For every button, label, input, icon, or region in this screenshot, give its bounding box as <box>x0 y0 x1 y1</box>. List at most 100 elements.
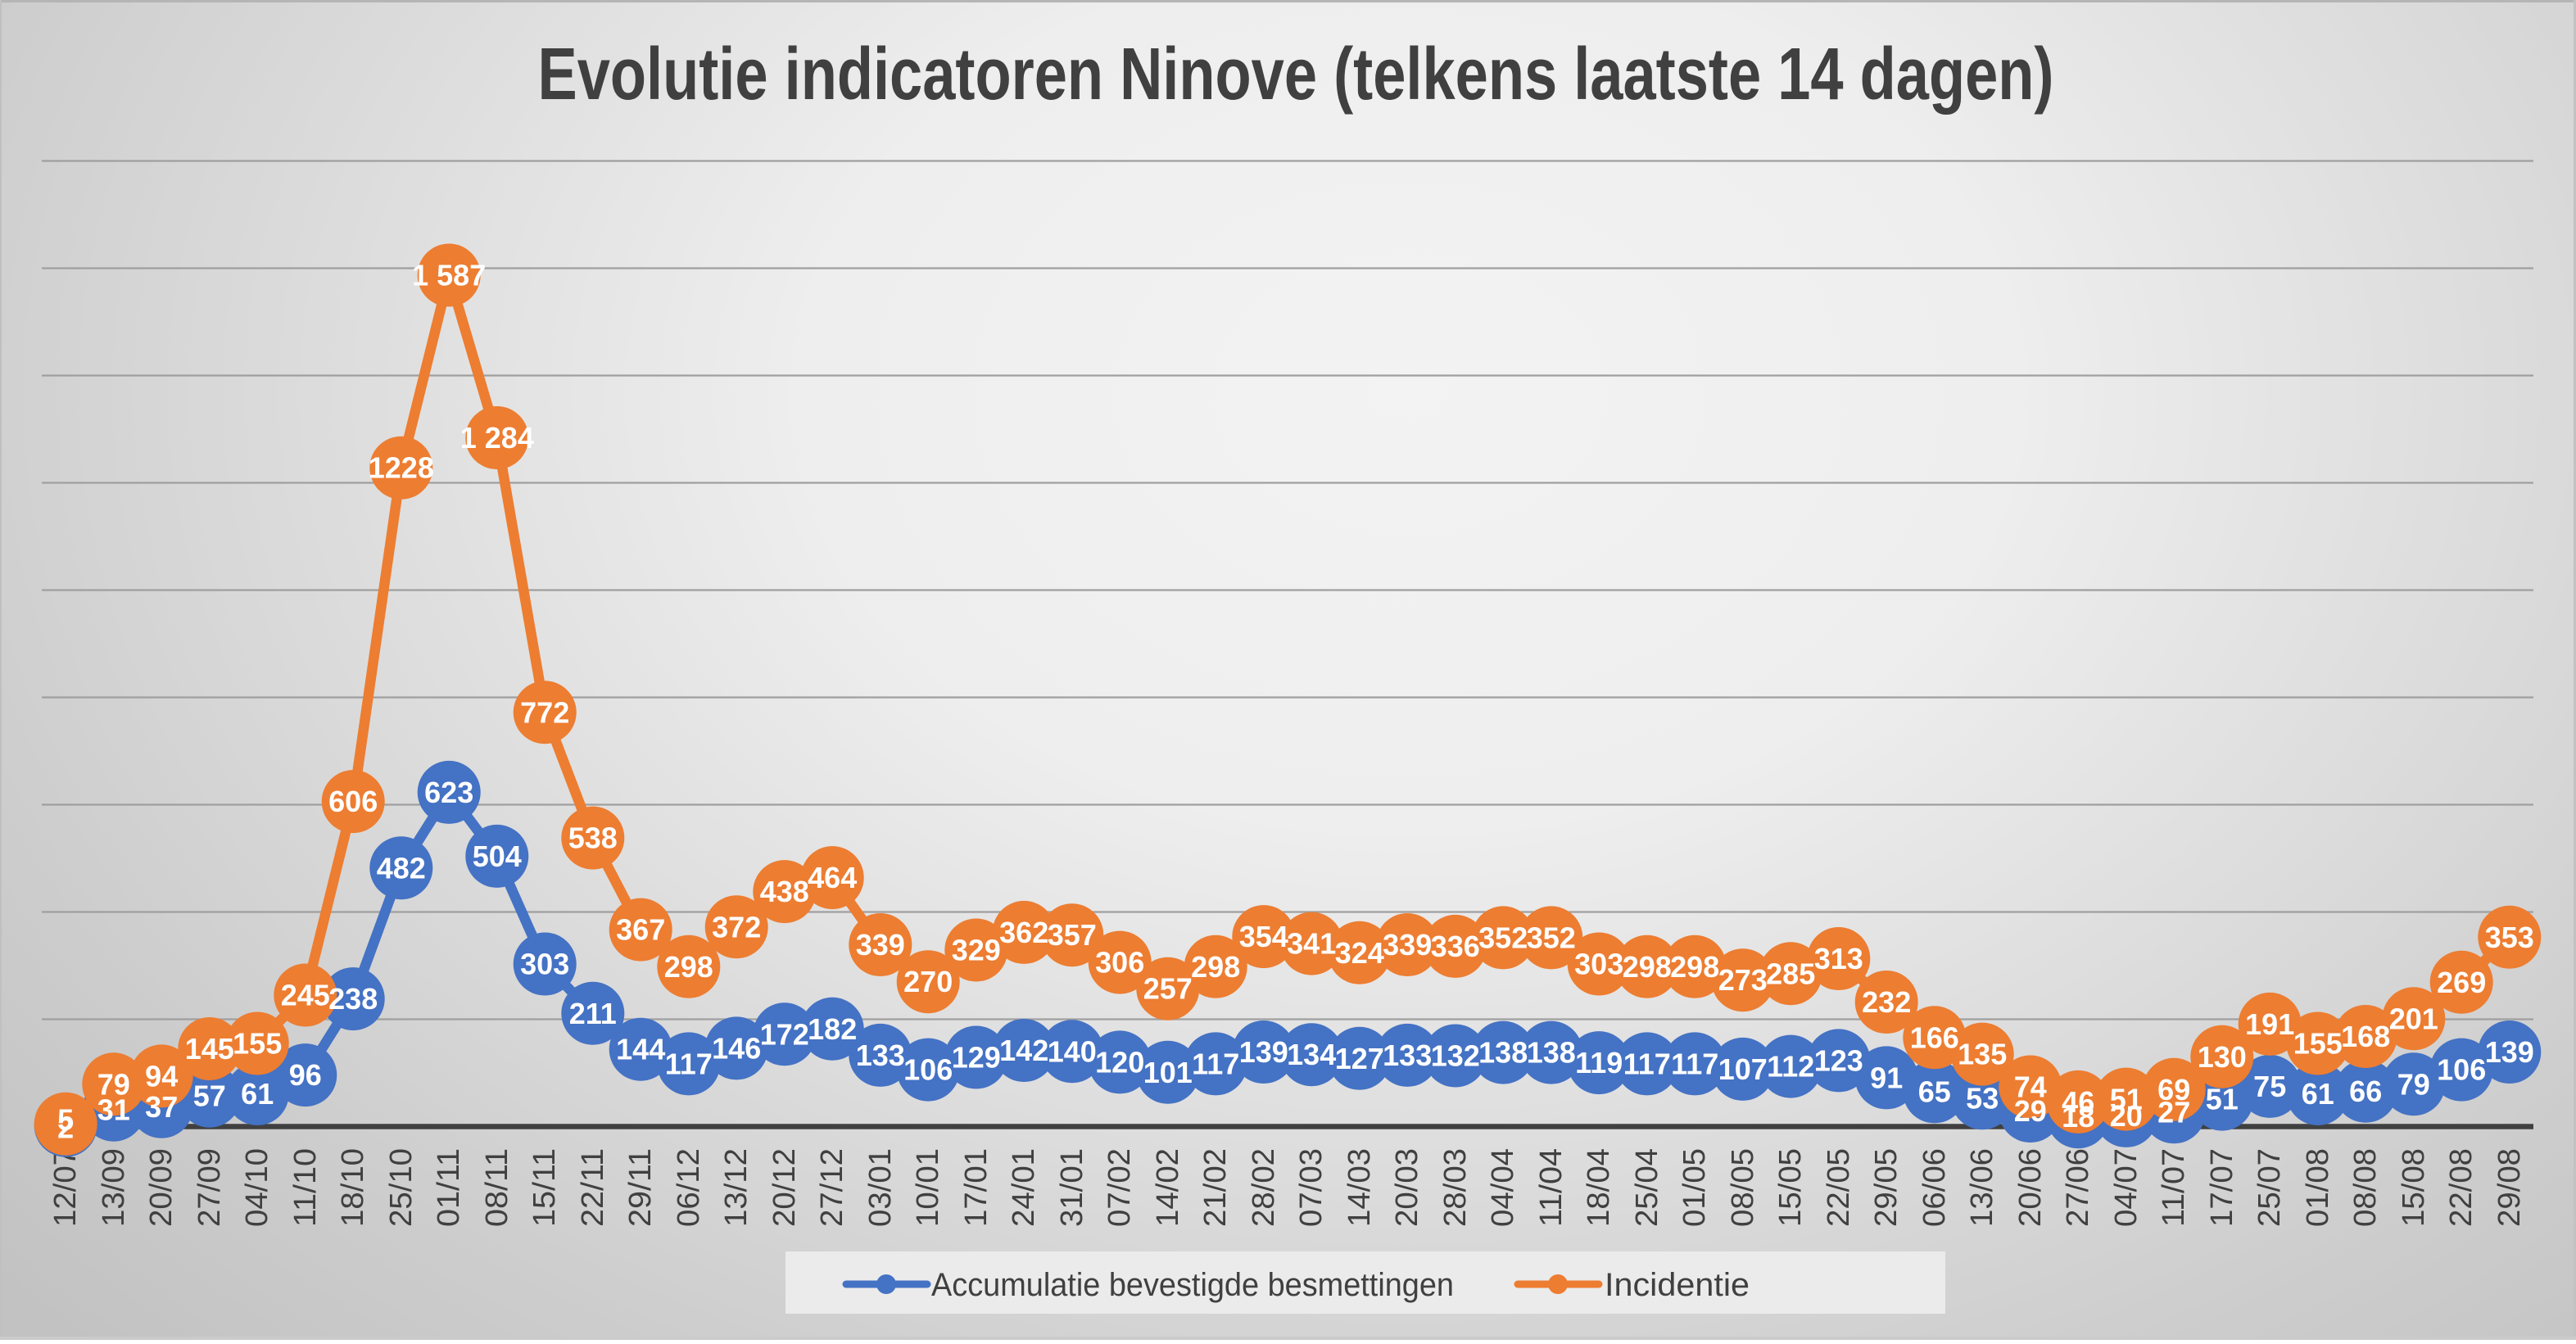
svg-text:20/06: 20/06 <box>2013 1148 2048 1227</box>
svg-text:53: 53 <box>1966 1081 1999 1115</box>
svg-text:01/08: 01/08 <box>2301 1148 2335 1227</box>
svg-text:117: 117 <box>665 1047 713 1080</box>
svg-text:107: 107 <box>1718 1052 1768 1086</box>
svg-text:12/07: 12/07 <box>48 1148 83 1227</box>
svg-text:341: 341 <box>1287 927 1336 961</box>
svg-text:339: 339 <box>1383 928 1432 962</box>
svg-text:61: 61 <box>241 1077 274 1111</box>
svg-text:182: 182 <box>808 1012 857 1046</box>
svg-text:1 587: 1 587 <box>412 259 486 292</box>
svg-text:352: 352 <box>1527 921 1576 954</box>
svg-text:144: 144 <box>616 1033 665 1066</box>
svg-text:57: 57 <box>193 1079 226 1113</box>
svg-text:119: 119 <box>1575 1046 1623 1079</box>
svg-text:336: 336 <box>1431 930 1480 963</box>
svg-text:17/07: 17/07 <box>2205 1148 2239 1227</box>
svg-text:74: 74 <box>2014 1070 2047 1104</box>
svg-text:11/10: 11/10 <box>288 1148 323 1227</box>
svg-text:08/08: 08/08 <box>2348 1148 2383 1227</box>
svg-text:20/09: 20/09 <box>144 1148 179 1227</box>
svg-text:29/05: 29/05 <box>1869 1148 1904 1227</box>
svg-text:5: 5 <box>57 1103 74 1137</box>
svg-text:20: 20 <box>2110 1099 2143 1133</box>
svg-text:504: 504 <box>473 839 522 873</box>
svg-text:18/10: 18/10 <box>336 1148 370 1227</box>
svg-text:357: 357 <box>1048 918 1097 952</box>
svg-text:298: 298 <box>1670 950 1719 984</box>
svg-text:27: 27 <box>2157 1095 2190 1129</box>
svg-text:15/05: 15/05 <box>1773 1148 1808 1227</box>
svg-text:13/06: 13/06 <box>1965 1148 1999 1227</box>
svg-text:354: 354 <box>1239 920 1288 953</box>
svg-text:112: 112 <box>1767 1050 1814 1084</box>
svg-text:66: 66 <box>2349 1075 2382 1108</box>
svg-text:238: 238 <box>328 982 378 1016</box>
svg-text:20/12: 20/12 <box>767 1148 802 1227</box>
svg-text:03/01: 03/01 <box>863 1148 898 1227</box>
svg-text:51: 51 <box>2110 1083 2143 1116</box>
svg-text:07/03: 07/03 <box>1294 1148 1329 1227</box>
svg-text:155: 155 <box>233 1027 282 1061</box>
svg-text:138: 138 <box>1527 1036 1576 1070</box>
svg-text:132: 132 <box>1431 1039 1480 1073</box>
svg-text:106: 106 <box>903 1053 953 1087</box>
svg-text:1228: 1228 <box>369 451 434 485</box>
svg-text:29/08: 29/08 <box>2492 1148 2527 1227</box>
svg-text:22/05: 22/05 <box>1822 1148 1856 1227</box>
svg-text:273: 273 <box>1718 963 1768 997</box>
svg-text:61: 61 <box>2302 1077 2334 1111</box>
svg-text:28/03: 28/03 <box>1438 1148 1473 1227</box>
svg-text:46: 46 <box>2062 1085 2094 1119</box>
svg-text:31/01: 31/01 <box>1055 1148 1089 1227</box>
svg-text:134: 134 <box>1287 1038 1336 1071</box>
svg-text:464: 464 <box>808 861 857 894</box>
svg-text:25/10: 25/10 <box>384 1148 419 1227</box>
svg-text:232: 232 <box>1862 985 1911 1019</box>
svg-text:324: 324 <box>1335 936 1384 970</box>
svg-text:15/08: 15/08 <box>2397 1148 2431 1227</box>
svg-text:04/07: 04/07 <box>2109 1148 2144 1227</box>
svg-text:140: 140 <box>1048 1034 1097 1068</box>
svg-text:22/11: 22/11 <box>576 1148 610 1227</box>
svg-text:191: 191 <box>2245 1007 2294 1041</box>
svg-text:22/08: 22/08 <box>2444 1148 2479 1227</box>
svg-text:27/09: 27/09 <box>192 1148 227 1227</box>
svg-text:772: 772 <box>520 695 569 729</box>
svg-text:31: 31 <box>97 1093 130 1127</box>
svg-text:Evolutie indicatoren Ninove (t: Evolutie indicatoren Ninove (telkens laa… <box>538 34 2054 115</box>
svg-text:13/12: 13/12 <box>719 1148 754 1227</box>
svg-text:11/04: 11/04 <box>1534 1148 1569 1227</box>
svg-text:120: 120 <box>1095 1045 1144 1079</box>
svg-text:117: 117 <box>1192 1047 1239 1080</box>
svg-text:37: 37 <box>145 1090 178 1124</box>
svg-text:25/07: 25/07 <box>2252 1148 2287 1227</box>
svg-text:538: 538 <box>568 821 618 855</box>
svg-text:08/11: 08/11 <box>480 1148 514 1227</box>
svg-text:139: 139 <box>1239 1035 1288 1069</box>
svg-text:10/01: 10/01 <box>911 1148 945 1227</box>
svg-text:06/06: 06/06 <box>1917 1148 1952 1227</box>
svg-text:69: 69 <box>2157 1073 2190 1106</box>
svg-text:01/11: 01/11 <box>432 1148 466 1227</box>
svg-text:313: 313 <box>1814 942 1863 975</box>
svg-text:127: 127 <box>1335 1042 1384 1075</box>
svg-text:142: 142 <box>999 1034 1048 1067</box>
svg-text:18: 18 <box>2062 1100 2094 1134</box>
svg-text:155: 155 <box>2293 1027 2343 1061</box>
svg-text:372: 372 <box>712 910 761 944</box>
svg-text:117: 117 <box>1623 1047 1671 1080</box>
svg-text:28/02: 28/02 <box>1247 1148 1281 1227</box>
svg-text:138: 138 <box>1478 1036 1528 1070</box>
svg-text:117: 117 <box>1671 1047 1718 1080</box>
svg-text:298: 298 <box>1623 950 1672 984</box>
svg-text:269: 269 <box>2437 966 2486 999</box>
svg-text:362: 362 <box>999 916 1048 949</box>
svg-text:75: 75 <box>2253 1070 2286 1103</box>
svg-text:20/03: 20/03 <box>1390 1148 1424 1227</box>
svg-text:306: 306 <box>1095 946 1144 980</box>
svg-text:482: 482 <box>377 851 426 885</box>
svg-text:29: 29 <box>2014 1094 2047 1128</box>
svg-text:91: 91 <box>1870 1061 1903 1094</box>
svg-text:2: 2 <box>57 1111 74 1145</box>
svg-text:245: 245 <box>281 979 330 1012</box>
